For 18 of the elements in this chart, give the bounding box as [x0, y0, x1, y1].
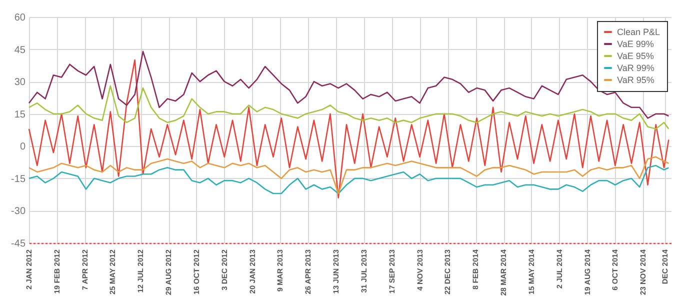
y-tick-label: 15	[14, 109, 26, 120]
legend-label: VaE 99%	[617, 39, 654, 49]
y-tick-label: 45	[14, 44, 26, 56]
y-tick-label: 60	[14, 12, 26, 24]
legend-label: Clean P&L	[617, 27, 660, 37]
legend-label: VaE 95%	[617, 51, 654, 61]
line-series	[28, 85, 670, 130]
y-tick-label: 30	[14, 77, 26, 88]
legend-label: VaR 95%	[617, 75, 654, 85]
y-tick-label: 0	[20, 142, 26, 153]
y-tick-label: -30	[11, 206, 26, 218]
legend-label: VaR 99%	[617, 63, 654, 73]
y-tick-label: -45	[11, 238, 26, 250]
line-series	[28, 50, 670, 119]
line-series	[28, 164, 670, 194]
line-series	[28, 59, 670, 198]
y-tick-label: -15	[11, 174, 26, 185]
line-series	[28, 156, 670, 194]
